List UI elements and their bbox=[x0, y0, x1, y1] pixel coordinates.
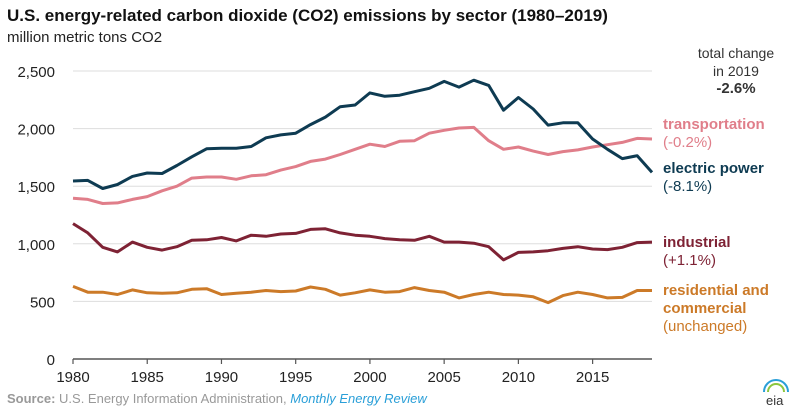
x-tick-label: 1985 bbox=[131, 369, 164, 386]
series-line-transportation bbox=[72, 125, 653, 205]
chart-title: U.S. energy-related carbon dioxide (CO2)… bbox=[7, 6, 608, 25]
annotation-value: -2.6% bbox=[716, 80, 756, 97]
series-line-electric-power bbox=[72, 78, 654, 190]
source-note: Source: U.S. Energy Information Administ… bbox=[7, 391, 427, 406]
label-transportation: transportation (-0.2%) bbox=[663, 116, 765, 152]
series-change: (+1.1%) bbox=[663, 252, 716, 269]
y-tick-label: 500 bbox=[30, 294, 55, 311]
x-tick-label: 2010 bbox=[502, 369, 535, 386]
x-tick-label: 1980 bbox=[56, 369, 89, 386]
series-name: residential and bbox=[663, 282, 769, 299]
series-line-residential-and-commercial bbox=[72, 285, 652, 305]
series-name: transportation bbox=[663, 116, 765, 133]
y-tick-label: 2,000 bbox=[17, 122, 55, 139]
y-tick-label: 1,500 bbox=[17, 179, 55, 196]
label-industrial: industrial (+1.1%) bbox=[663, 234, 731, 270]
series-name: industrial bbox=[663, 234, 731, 251]
x-tick-label: 1995 bbox=[279, 369, 312, 386]
logo-arcs-icon: eia bbox=[763, 379, 789, 408]
source-label: Source: bbox=[7, 391, 56, 406]
series-change: (unchanged) bbox=[663, 318, 748, 335]
x-tick-label: 2005 bbox=[427, 369, 460, 386]
y-tick-label: 1,000 bbox=[17, 237, 55, 254]
y-tick-label: 2,500 bbox=[17, 64, 55, 81]
x-tick-label: 2000 bbox=[353, 369, 386, 386]
x-tick-label: 1990 bbox=[205, 369, 238, 386]
series-name: commercial bbox=[663, 300, 747, 317]
total-change-annotation: total change in 2019 -2.6% bbox=[680, 44, 792, 98]
y-tick-label: 0 bbox=[47, 352, 55, 369]
x-tick-label: 2015 bbox=[576, 369, 609, 386]
series-name: electric power bbox=[663, 160, 764, 177]
svg-text:eia: eia bbox=[766, 393, 784, 408]
series-change: (-0.2%) bbox=[663, 134, 713, 151]
eia-logo: eia bbox=[758, 378, 794, 412]
annotation-line2: in 2019 bbox=[713, 63, 759, 79]
source-text: U.S. Energy Information Administration, bbox=[55, 391, 291, 406]
chart-subtitle: million metric tons CO2 bbox=[7, 29, 163, 46]
source-publication-link[interactable]: Monthly Energy Review bbox=[290, 391, 427, 406]
annotation-line1: total change bbox=[697, 45, 775, 61]
series-line-industrial bbox=[72, 222, 653, 262]
label-electric-power: electric power (-8.1%) bbox=[663, 160, 764, 196]
series-change: (-8.1%) bbox=[663, 178, 713, 195]
label-residential-commercial: residential and commercial (unchanged) bbox=[663, 282, 769, 336]
